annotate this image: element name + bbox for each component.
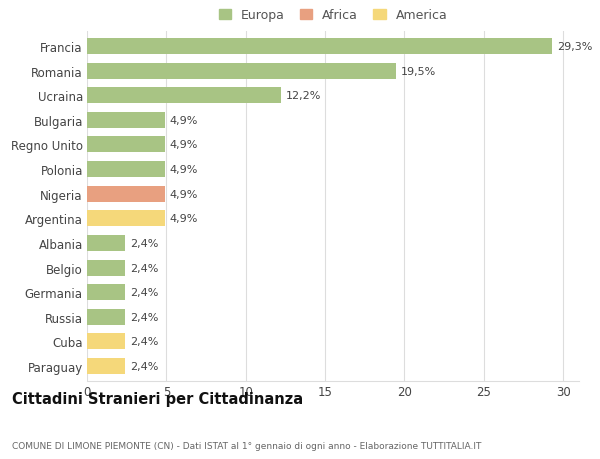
Text: 2,4%: 2,4% (130, 287, 158, 297)
Bar (87, 260, 125, 276)
Bar (87, 88, 281, 104)
Text: 2,4%: 2,4% (130, 263, 158, 273)
Text: 4,9%: 4,9% (170, 140, 198, 150)
Bar (87, 211, 165, 227)
Bar (87, 137, 165, 153)
Text: 4,9%: 4,9% (170, 165, 198, 175)
Bar (87, 285, 125, 301)
Text: 19,5%: 19,5% (401, 67, 436, 77)
Text: 2,4%: 2,4% (130, 312, 158, 322)
Bar (87, 162, 165, 178)
Text: 12,2%: 12,2% (286, 91, 321, 101)
Legend: Europa, Africa, America: Europa, Africa, America (218, 10, 448, 22)
Bar (87, 39, 552, 55)
Text: 4,9%: 4,9% (170, 189, 198, 199)
Text: COMUNE DI LIMONE PIEMONTE (CN) - Dati ISTAT al 1° gennaio di ogni anno - Elabora: COMUNE DI LIMONE PIEMONTE (CN) - Dati IS… (12, 441, 481, 450)
Bar (87, 358, 125, 374)
Text: Cittadini Stranieri per Cittadinanza: Cittadini Stranieri per Cittadinanza (12, 391, 303, 406)
Text: 2,4%: 2,4% (130, 336, 158, 347)
Text: 2,4%: 2,4% (130, 238, 158, 248)
Bar (87, 112, 165, 129)
Bar (87, 309, 125, 325)
Bar (87, 235, 125, 252)
Text: 29,3%: 29,3% (557, 42, 592, 52)
Bar (87, 334, 125, 350)
Bar (87, 63, 397, 79)
Text: 4,9%: 4,9% (170, 116, 198, 126)
Text: 2,4%: 2,4% (130, 361, 158, 371)
Text: 4,9%: 4,9% (170, 214, 198, 224)
Bar (87, 186, 165, 202)
